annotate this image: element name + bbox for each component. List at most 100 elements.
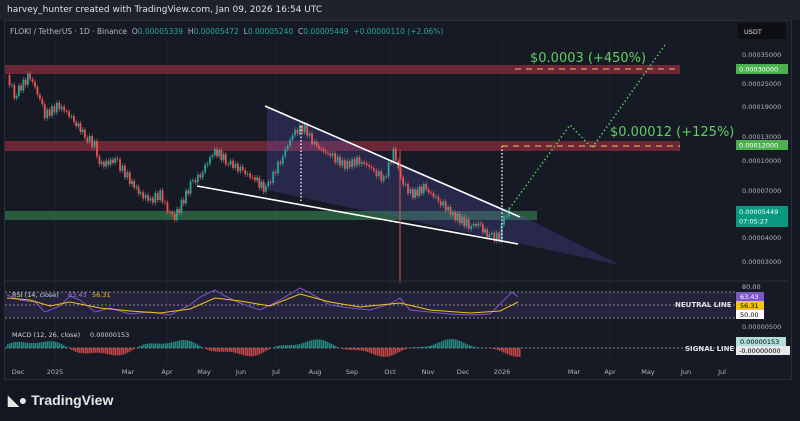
macd-bar — [513, 348, 515, 357]
macd-bar — [515, 348, 517, 357]
signal-line-label: SIGNAL LINE — [685, 345, 734, 353]
macd-bar — [31, 343, 33, 348]
candle — [100, 161, 103, 164]
macd-bar — [279, 345, 281, 348]
macd-bar — [425, 346, 427, 348]
candle — [254, 177, 256, 181]
macd-bar — [105, 348, 107, 354]
candle — [103, 161, 105, 167]
candle — [119, 159, 121, 171]
macd-bar — [147, 343, 149, 348]
candle — [449, 206, 452, 216]
price-chart[interactable]: $0.0003 (+450%) $0.00012 (+125%) 0.00035… — [0, 0, 800, 380]
macd-bar — [65, 346, 67, 348]
macd-bar — [193, 342, 195, 348]
macd-bar — [423, 346, 425, 348]
macd-bar — [245, 348, 247, 356]
macd-bar — [227, 348, 229, 352]
macd-bar — [399, 348, 401, 352]
macd-bar — [195, 343, 197, 348]
price-axis[interactable]: 0.00035000 0.00025000 0.00019000 0.00013000… — [742, 51, 781, 266]
candle — [77, 123, 80, 127]
candle — [475, 223, 477, 227]
candle — [182, 199, 185, 204]
macd-bar — [367, 348, 369, 353]
neutral-line-label: NEUTRAL LINE — [675, 301, 732, 309]
macd-bar — [263, 348, 265, 353]
macd-bar — [153, 343, 155, 348]
macd-bar — [207, 348, 209, 350]
macd-bar — [29, 342, 31, 348]
macd-bar — [451, 339, 453, 348]
tradingview-logo[interactable]: ◣● TradingView — [8, 392, 113, 409]
macd-bar — [311, 340, 313, 348]
candle — [498, 232, 501, 241]
macd-bar — [221, 348, 223, 352]
candle — [463, 216, 466, 227]
candle — [232, 160, 234, 168]
support-zone — [5, 211, 537, 220]
candle — [126, 172, 129, 178]
macd-bar — [99, 348, 101, 353]
macd-bar — [21, 342, 23, 348]
macd-bar — [253, 348, 255, 357]
candle — [375, 170, 378, 177]
time-axis[interactable]: Dec 2025 Mar Apr May Jun Jul Aug Sep Oct Nov Dec 202… — [12, 368, 726, 376]
macd-bar — [187, 340, 189, 348]
macd-bar — [27, 342, 29, 348]
candle — [171, 212, 174, 215]
macd-title: MACD (12, 26, close) — [12, 331, 80, 339]
candle — [399, 168, 402, 178]
price-tick: 0.00003000 — [742, 258, 781, 266]
macd-bar — [351, 348, 353, 350]
candle — [327, 152, 329, 154]
macd-bar — [63, 345, 65, 348]
high-label: H — [187, 27, 194, 36]
price-tick: 0.00013000 — [742, 133, 781, 141]
candle — [303, 124, 306, 133]
candle — [284, 149, 287, 157]
macd-bar — [205, 348, 207, 349]
currency-button[interactable] — [738, 23, 786, 39]
macd-bar — [307, 341, 309, 348]
macd-signal-tag — [736, 346, 790, 355]
macd-bar — [117, 348, 119, 356]
rsi-ma-value: 56.31 — [92, 291, 111, 299]
candle — [116, 158, 119, 160]
macd-bar — [17, 341, 19, 348]
macd-bar — [191, 341, 193, 348]
macd-bar — [243, 348, 245, 356]
candle — [36, 86, 39, 95]
macd-bar — [303, 342, 305, 348]
macd-bar — [49, 341, 51, 348]
macd-bar — [405, 348, 407, 350]
macd-bar — [237, 348, 239, 354]
candle — [430, 192, 432, 194]
macd-bar — [197, 344, 199, 348]
candle — [58, 102, 61, 110]
time-tick: Jul — [717, 368, 726, 376]
footer — [0, 380, 800, 421]
candle — [339, 156, 341, 166]
macd-bar — [341, 348, 343, 349]
candle — [216, 149, 218, 157]
macd-bar — [269, 348, 271, 349]
candle — [156, 193, 159, 201]
macd-bar — [335, 346, 337, 348]
rsi-level-tag-text: 50.00 — [740, 311, 759, 319]
candle — [133, 181, 136, 188]
price-tag-mid-text: 0.00012000 — [739, 142, 778, 150]
macd-bar — [505, 348, 507, 354]
candle — [244, 170, 247, 175]
macd-bar — [23, 342, 25, 348]
open-value: 0.00005339 — [137, 27, 184, 36]
macd-bar — [51, 341, 53, 348]
macd-bar — [377, 348, 379, 356]
macd-bar — [291, 345, 293, 348]
macd-bar — [151, 343, 153, 348]
chart-area[interactable] — [4, 20, 792, 380]
macd-bar — [501, 348, 503, 352]
candle — [479, 223, 482, 225]
macd-bar — [427, 346, 429, 348]
candle — [168, 212, 171, 213]
